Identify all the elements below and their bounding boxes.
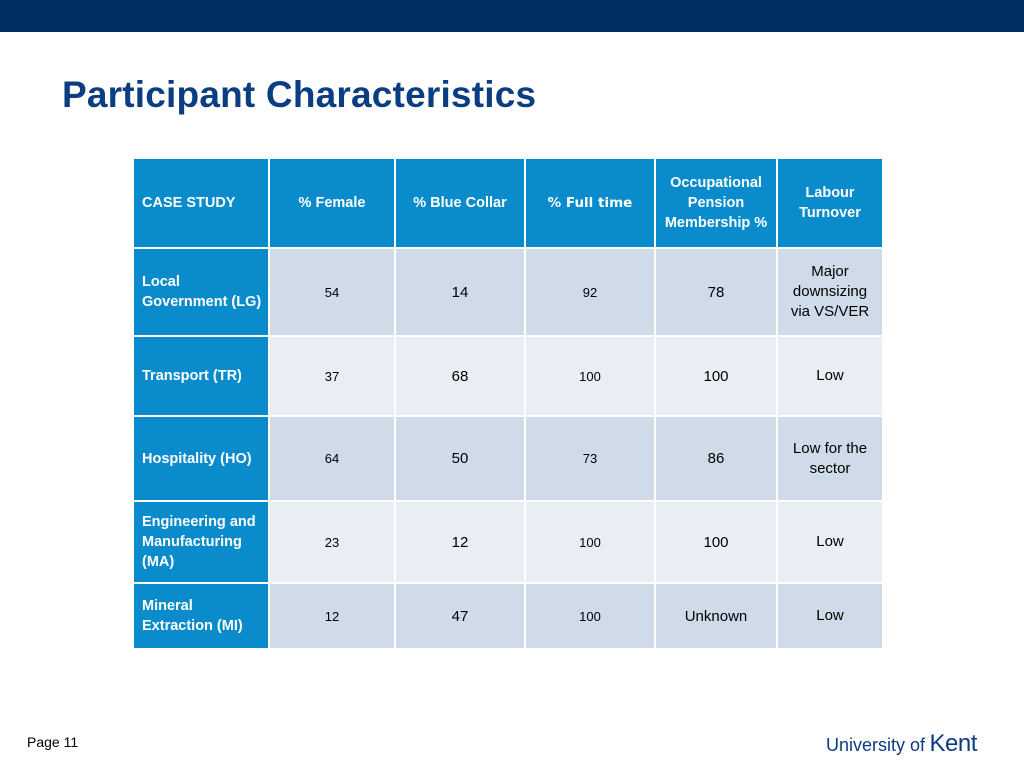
cell-blue-collar: 50 (394, 415, 526, 502)
table-row: Engineering and Manufacturing (MA) 23 12… (132, 500, 884, 584)
top-banner (0, 0, 1024, 32)
cell-turnover: Major downsizing via VS/VER (776, 247, 884, 337)
cell-blue-collar: 68 (394, 335, 526, 417)
row-header: Mineral Extraction (MI) (132, 582, 270, 650)
table-row: Hospitality (HO) 64 50 73 86 Low for the… (132, 415, 884, 502)
row-header: Local Government (LG) (132, 247, 270, 337)
cell-full-time: 92 (524, 247, 656, 337)
row-header: Transport (TR) (132, 335, 270, 417)
table-row: Mineral Extraction (MI) 12 47 100 Unknow… (132, 582, 884, 650)
cell-blue-collar: 12 (394, 500, 526, 584)
cell-pension: 78 (654, 247, 778, 337)
page-number: Page 11 (27, 734, 79, 750)
participant-table: CASE STUDY % Female % Blue Collar % Full… (132, 157, 884, 650)
cell-female: 54 (268, 247, 396, 337)
table-row: Transport (TR) 37 68 100 100 Low (132, 335, 884, 417)
cell-turnover: Low (776, 500, 884, 584)
university-logo: University of Kent (826, 730, 977, 758)
cell-female: 23 (268, 500, 396, 584)
cell-turnover: Low for the sector (776, 415, 884, 502)
cell-pension: Unknown (654, 582, 778, 650)
column-header-female: % Female (268, 157, 396, 249)
row-header: Hospitality (HO) (132, 415, 270, 502)
logo-prefix-text: University of (826, 735, 926, 755)
logo-brand-text: Kent (929, 730, 977, 757)
cell-full-time: 100 (524, 582, 656, 650)
row-header: Engineering and Manufacturing (MA) (132, 500, 270, 584)
cell-female: 64 (268, 415, 396, 502)
table-row: Local Government (LG) 54 14 92 78 Major … (132, 247, 884, 337)
cell-pension: 100 (654, 500, 778, 584)
table-header-row: CASE STUDY % Female % Blue Collar % Full… (132, 157, 884, 249)
column-header-turnover: Labour Turnover (776, 157, 884, 249)
cell-full-time: 100 (524, 500, 656, 584)
column-header-case-study: CASE STUDY (132, 157, 270, 249)
cell-pension: 86 (654, 415, 778, 502)
page-title: Participant Characteristics (62, 74, 537, 115)
cell-female: 12 (268, 582, 396, 650)
column-header-blue-collar: % Blue Collar (394, 157, 526, 249)
cell-full-time: 100 (524, 335, 656, 417)
cell-turnover: Low (776, 582, 884, 650)
column-header-full-time: % Full time (524, 157, 656, 249)
column-header-pension: Occupational Pension Membership % (654, 157, 778, 249)
cell-blue-collar: 47 (394, 582, 526, 650)
cell-female: 37 (268, 335, 396, 417)
cell-blue-collar: 14 (394, 247, 526, 337)
cell-full-time: 73 (524, 415, 656, 502)
cell-pension: 100 (654, 335, 778, 417)
cell-turnover: Low (776, 335, 884, 417)
